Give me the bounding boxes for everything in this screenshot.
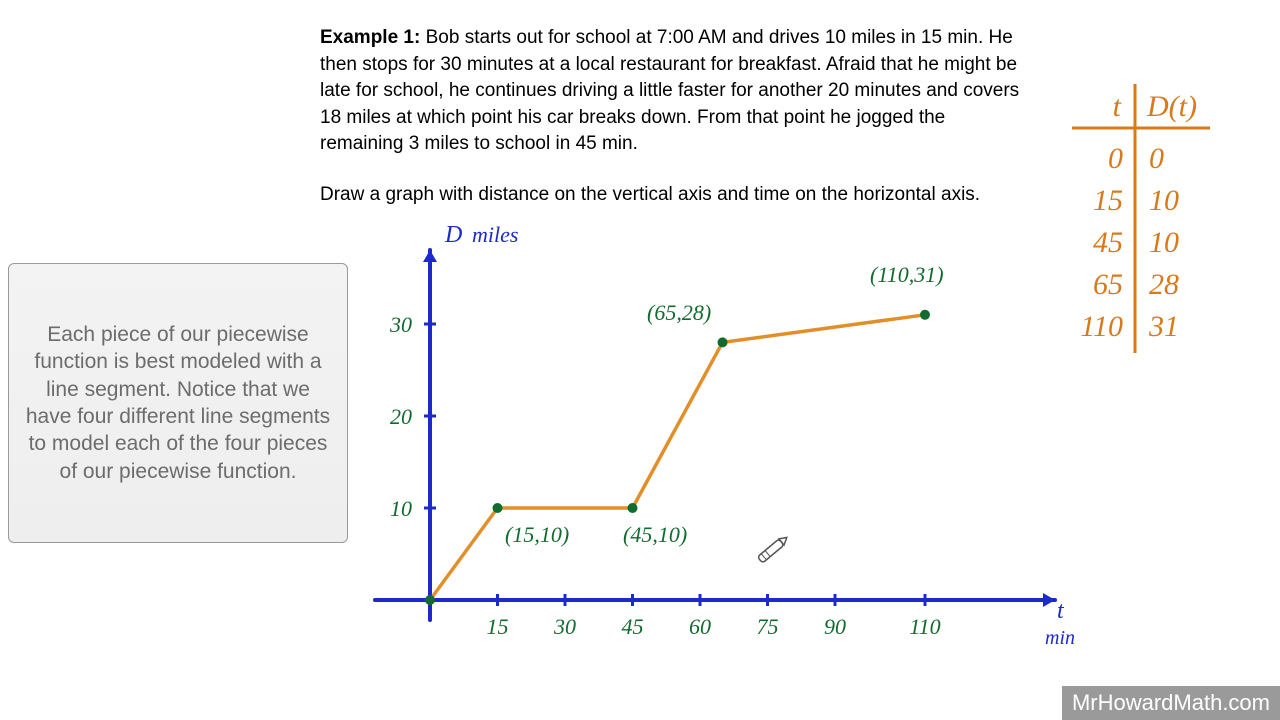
graph-area: Dmiles t min. 15 30 45 60 75 90 110 10 20 30 (15,10) (… bbox=[355, 220, 1075, 670]
svg-text:110: 110 bbox=[909, 614, 940, 639]
svg-text:0: 0 bbox=[1149, 142, 1164, 175]
svg-text:65: 65 bbox=[1093, 268, 1123, 301]
svg-text:t: t bbox=[1113, 90, 1122, 123]
svg-text:15: 15 bbox=[1093, 184, 1123, 217]
svg-text:75: 75 bbox=[757, 614, 779, 639]
svg-text:10: 10 bbox=[1149, 226, 1179, 259]
svg-text:30: 30 bbox=[553, 614, 576, 639]
svg-text:30: 30 bbox=[389, 312, 412, 337]
svg-text:90: 90 bbox=[824, 614, 846, 639]
data-table: t D(t) 00 15 10 45 10 65 28 110 31 bbox=[1070, 78, 1250, 373]
svg-text:10: 10 bbox=[390, 496, 412, 521]
svg-text:(110,31): (110,31) bbox=[870, 262, 944, 287]
note-text: Each piece of our piecewise function is … bbox=[23, 321, 333, 485]
svg-text:(65,28): (65,28) bbox=[647, 300, 711, 325]
svg-text:31: 31 bbox=[1148, 310, 1179, 343]
example-body: Bob starts out for school at 7:00 AM and… bbox=[320, 27, 1019, 154]
svg-text:60: 60 bbox=[689, 614, 711, 639]
graph-svg: Dmiles t min. 15 30 45 60 75 90 110 10 20 30 (15,10) (… bbox=[355, 220, 1075, 670]
svg-text:10: 10 bbox=[1149, 184, 1179, 217]
table-svg: t D(t) 00 15 10 45 10 65 28 110 31 bbox=[1070, 78, 1250, 368]
svg-text:min.: min. bbox=[1045, 627, 1075, 649]
watermark: MrHowardMath.com bbox=[1062, 686, 1280, 720]
svg-text:28: 28 bbox=[1149, 268, 1179, 301]
svg-text:(45,10): (45,10) bbox=[623, 522, 687, 547]
svg-text:20: 20 bbox=[390, 404, 412, 429]
svg-text:miles: miles bbox=[472, 222, 518, 247]
instruction-text: Draw a graph with distance on the vertic… bbox=[320, 182, 1030, 209]
svg-text:D: D bbox=[444, 222, 462, 248]
svg-text:(15,10): (15,10) bbox=[505, 522, 569, 547]
svg-text:15: 15 bbox=[487, 614, 509, 639]
svg-text:t: t bbox=[1057, 598, 1065, 624]
svg-text:45: 45 bbox=[1093, 226, 1123, 259]
example-text: Example 1: Bob starts out for school at … bbox=[320, 25, 1030, 158]
svg-text:45: 45 bbox=[622, 614, 644, 639]
svg-text:110: 110 bbox=[1080, 310, 1123, 343]
svg-text:0: 0 bbox=[1108, 142, 1123, 175]
svg-text:D(t): D(t) bbox=[1146, 90, 1197, 123]
note-box: Each piece of our piecewise function is … bbox=[8, 263, 348, 543]
example-label: Example 1: bbox=[320, 27, 420, 48]
